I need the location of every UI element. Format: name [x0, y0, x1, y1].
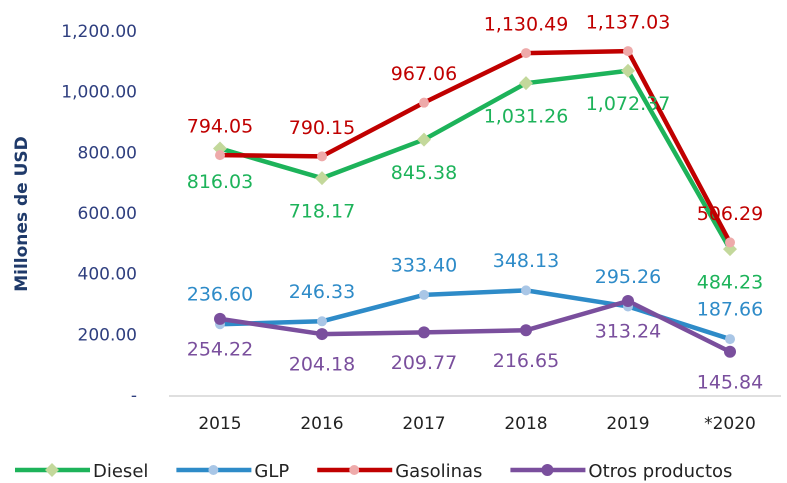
value-label: 967.06 — [391, 63, 457, 85]
value-label: 484.23 — [697, 272, 763, 294]
y-tick-label: 1,200.00 — [61, 22, 137, 42]
marker — [519, 76, 533, 91]
marker — [622, 294, 634, 307]
legend-label: Diesel — [93, 461, 148, 482]
x-tick-label: 2018 — [504, 414, 547, 434]
y-tick-label: - — [131, 386, 137, 406]
x-tick-label: *2020 — [704, 414, 756, 434]
legend-item: GLP — [176, 461, 289, 482]
value-label: 1,072.37 — [586, 93, 671, 115]
marker — [520, 324, 532, 337]
legend-marker — [541, 464, 554, 476]
marker — [317, 316, 327, 327]
value-label: 254.22 — [187, 338, 253, 360]
value-label: 816.03 — [187, 171, 253, 193]
value-label: 718.17 — [289, 201, 355, 223]
marker — [725, 237, 735, 248]
legend-label: GLP — [254, 461, 289, 482]
value-label: 313.24 — [595, 320, 661, 342]
marker — [317, 151, 327, 162]
marker — [521, 48, 531, 59]
value-label: 790.15 — [289, 117, 355, 139]
legend-marker — [349, 465, 360, 475]
value-label: 204.18 — [289, 354, 355, 376]
value-label: 1,031.26 — [484, 106, 569, 128]
marker — [418, 326, 430, 339]
value-label: 209.77 — [391, 352, 457, 374]
value-label: 1,137.03 — [586, 12, 671, 34]
value-label: 216.65 — [493, 350, 559, 372]
y-tick-label: 400.00 — [78, 265, 137, 285]
marker — [315, 171, 329, 186]
marker — [725, 334, 735, 345]
value-label: 1,130.49 — [484, 14, 569, 36]
x-tick-label: 2019 — [606, 414, 649, 434]
marker — [215, 150, 225, 161]
marker — [419, 289, 429, 300]
y-axis-title: Millones de USD — [12, 136, 32, 292]
x-tick-label: 2015 — [198, 414, 241, 434]
line — [219, 48, 732, 244]
marker — [419, 97, 429, 108]
line — [219, 68, 732, 251]
marker — [521, 285, 531, 296]
marker — [417, 132, 431, 147]
value-label: 145.84 — [697, 371, 763, 393]
y-tick-label: 600.00 — [78, 204, 137, 224]
marker — [621, 63, 635, 78]
marker — [724, 345, 736, 358]
legend-item: Otros productos — [510, 461, 732, 482]
value-label: 333.40 — [391, 254, 457, 276]
legend-marker — [45, 463, 59, 477]
value-label: 236.60 — [187, 284, 253, 306]
legend-label: Gasolinas — [395, 461, 482, 482]
value-label: 187.66 — [697, 299, 763, 321]
legend-item: Diesel — [15, 461, 148, 482]
legend-label: Otros productos — [588, 461, 732, 482]
legend-item: Gasolinas — [317, 461, 482, 482]
marker — [623, 46, 633, 57]
value-label: 506.29 — [697, 203, 763, 225]
series — [219, 48, 732, 244]
y-tick-label: 800.00 — [78, 143, 137, 163]
value-label: 295.26 — [595, 266, 661, 288]
value-label: 794.05 — [187, 116, 253, 138]
y-tick-label: 200.00 — [78, 325, 137, 345]
line — [219, 298, 732, 354]
y-tick-label: 1,000.00 — [61, 83, 137, 103]
value-label: 348.13 — [493, 250, 559, 272]
series — [219, 298, 732, 354]
value-label: 845.38 — [391, 162, 457, 184]
marker — [214, 312, 226, 325]
x-tick-label: 2017 — [402, 414, 445, 434]
x-tick-label: 2016 — [300, 414, 343, 434]
value-label: 246.33 — [289, 281, 355, 303]
legend-marker — [208, 465, 219, 475]
marker — [316, 328, 328, 341]
series — [219, 68, 732, 251]
